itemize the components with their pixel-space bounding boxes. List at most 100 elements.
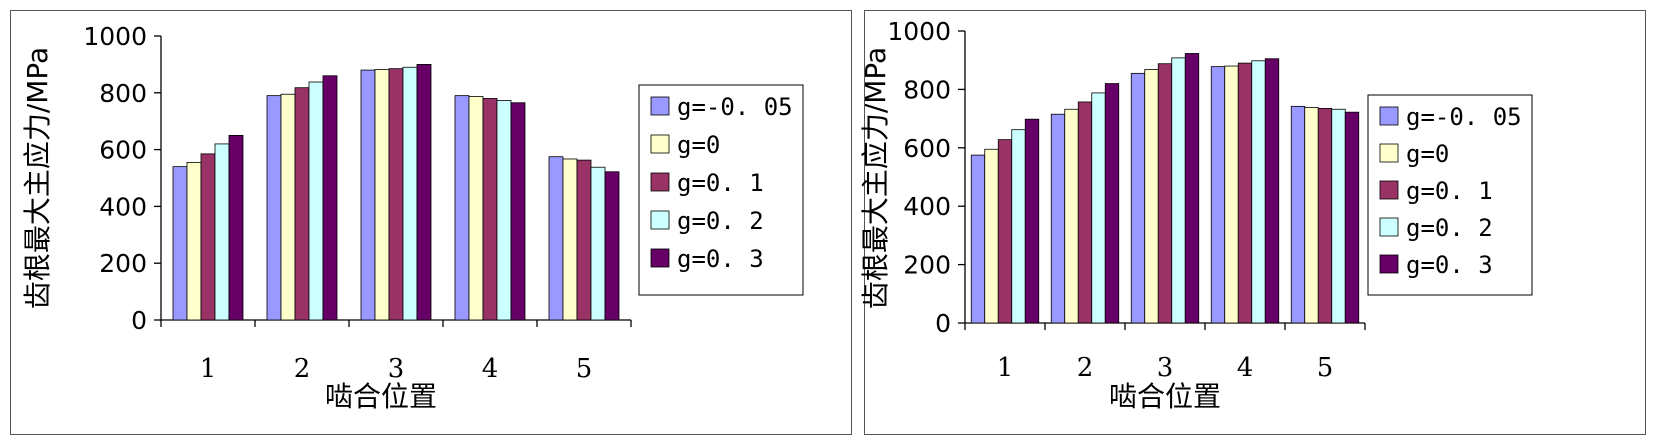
bar-4-series-5 [1264, 58, 1280, 324]
bar-3-series-2 [374, 69, 390, 321]
bar-3-series-2 [1144, 69, 1159, 324]
y-tick-label: 400 [903, 192, 951, 221]
x-category-label: 1 [997, 353, 1014, 383]
bar-3-series-3 [1157, 63, 1173, 324]
legend-label: g=0. 3 [677, 245, 764, 273]
y-tick-label: 200 [903, 251, 951, 280]
y-tick-label: 0 [131, 306, 147, 335]
bar-3-series-1 [1130, 72, 1146, 324]
bar-5-series-1 [548, 156, 564, 321]
legend-label: g=0. 2 [677, 207, 764, 235]
legend-swatch [1379, 217, 1399, 237]
legend-swatch [650, 134, 670, 154]
bar-4-series-3 [1237, 62, 1253, 324]
y-tick-label: 1000 [887, 17, 951, 46]
bar-5-series-1 [1290, 105, 1306, 324]
bar-1-series-3 [200, 153, 216, 321]
bar-2-series-5 [322, 75, 338, 321]
legend-label: g=0 [1406, 140, 1449, 168]
legend-swatch [650, 96, 670, 116]
bar-5-series-5 [1344, 111, 1360, 324]
bar-3-series-1 [360, 69, 376, 321]
y-tick-label: 200 [99, 249, 147, 278]
legend-label: g=0. 2 [1406, 214, 1493, 242]
legend-label: g=0. 1 [1406, 177, 1493, 205]
y-tick-label: 800 [903, 75, 951, 104]
x-category-label: 4 [1237, 353, 1254, 383]
bar-4-series-2 [1224, 65, 1239, 324]
chart-panel-left: 0 200 400 600 800 1000 1 2 3 4 5 啮合位置 齿根最大主应力/MPa g=-… [10, 10, 852, 435]
bar-2-series-1 [266, 95, 282, 321]
bar-2-series-3 [1077, 101, 1093, 324]
bar-4-series-1 [1210, 66, 1226, 324]
x-category-label: 3 [1157, 353, 1174, 383]
legend-swatch [1379, 143, 1399, 163]
x-category-label: 5 [576, 354, 593, 384]
legend-swatch [650, 248, 670, 268]
bar-4-series-3 [482, 98, 498, 321]
bar-1-series-1 [172, 166, 188, 321]
x-axis-title: 啮合位置 [325, 380, 437, 413]
legend-swatch [1379, 106, 1399, 126]
legend-label: g=0. 3 [1406, 251, 1493, 279]
legend: g=-0. 05 g=0 g=0. 1 g=0. 2 g=0. 3 [638, 84, 804, 296]
bar-5-series-4 [590, 166, 606, 321]
bar-chart-right: 0 200 400 600 800 1000 1 2 3 4 5 啮合位置 齿根最大主应力/MPa g=-… [859, 17, 1533, 413]
bar-4-series-2 [468, 96, 484, 321]
legend-swatch [1379, 254, 1399, 274]
bar-2-series-3 [294, 87, 310, 321]
bar-2-series-1 [1050, 113, 1066, 324]
bar-1-series-4 [214, 143, 230, 321]
x-axis-title: 啮合位置 [1109, 380, 1221, 413]
bar-1-series-5 [1024, 118, 1040, 324]
y-tick-label: 600 [99, 136, 147, 165]
legend: g=-0. 05 g=0 g=0. 1 g=0. 2 g=0. 3 [1367, 94, 1533, 296]
y-tick-label: 0 [935, 309, 951, 338]
bar-4-series-4 [496, 100, 512, 321]
chart-1: 0 200 400 600 800 1000 1 2 3 4 5 啮合位置 齿根最大主应力/MPa g=-… [859, 17, 1533, 413]
y-tick-label: 1000 [83, 22, 147, 51]
x-category-label: 1 [200, 354, 217, 384]
bar-2-series-4 [308, 81, 324, 321]
bar-2-series-4 [1091, 92, 1106, 324]
legend-swatch [1379, 180, 1399, 200]
bar-5-series-3 [576, 159, 592, 321]
y-tick-label: 400 [99, 192, 147, 221]
bar-2-series-2 [280, 93, 296, 321]
legend-swatch [650, 210, 670, 230]
x-category-label: 2 [1077, 353, 1094, 383]
bar-1-series-4 [1011, 129, 1026, 324]
bar-chart-left: 0 200 400 600 800 1000 1 2 3 4 5 啮合位置 齿根最大主应力/MPa g=-… [21, 22, 804, 413]
x-category-label: 3 [388, 354, 405, 384]
x-category-label: 2 [294, 354, 311, 384]
bar-2-series-2 [1064, 108, 1079, 324]
chart-0: 0 200 400 600 800 1000 1 2 3 4 5 啮合位置 齿根最大主应力/MPa g=-… [21, 22, 804, 413]
bar-1-series-1 [970, 154, 986, 324]
bar-1-series-3 [997, 139, 1013, 324]
bar-5-series-4 [1331, 108, 1346, 324]
bar-3-series-3 [388, 68, 404, 321]
chart-panel-right: 0 200 400 600 800 1000 1 2 3 4 5 啮合位置 齿根最大主应力/MPa g=-… [859, 10, 1646, 435]
legend-label: g=-0. 05 [677, 93, 793, 121]
legend-label: g=0 [677, 131, 720, 159]
y-axis-title: 齿根最大主应力/MPa [859, 47, 892, 309]
bar-4-series-4 [1251, 60, 1266, 324]
bar-3-series-4 [1171, 57, 1186, 324]
legend-swatch [650, 172, 670, 192]
bar-5-series-2 [1304, 107, 1319, 324]
bar-3-series-4 [402, 66, 418, 321]
bar-3-series-5 [416, 64, 432, 321]
bar-5-series-2 [562, 158, 578, 321]
bar-5-series-3 [1317, 107, 1333, 324]
bar-4-series-5 [510, 102, 526, 321]
legend-label: g=0. 1 [677, 169, 764, 197]
bar-3-series-5 [1184, 53, 1200, 324]
y-tick-label: 600 [903, 134, 951, 163]
bar-4-series-1 [454, 95, 470, 321]
bar-1-series-2 [984, 148, 999, 324]
bar-1-series-2 [186, 161, 202, 321]
bar-2-series-5 [1104, 83, 1120, 324]
y-axis-title: 齿根最大主应力/MPa [21, 47, 54, 309]
bar-5-series-5 [604, 171, 620, 321]
legend-label: g=-0. 05 [1406, 103, 1522, 131]
